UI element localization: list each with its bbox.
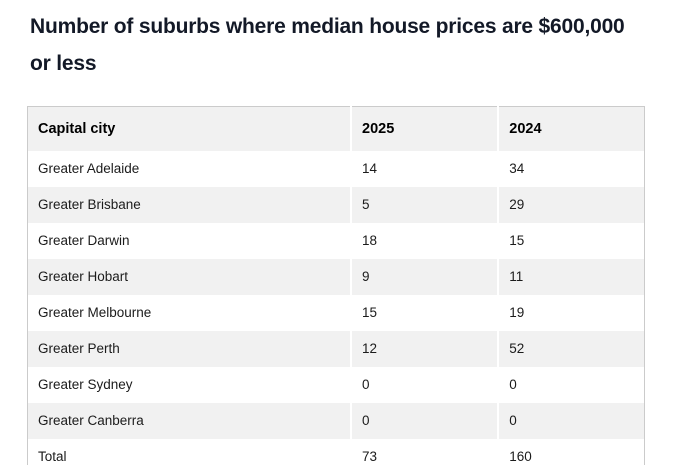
table-container: Capital city 2025 2024 Greater Adelaide 1… — [27, 106, 647, 465]
value-cell: 29 — [497, 187, 645, 223]
value-cell: 19 — [497, 295, 645, 331]
value-cell: 11 — [497, 259, 645, 295]
table-row: Greater Canberra 0 0 — [27, 403, 645, 439]
table-header-row: Capital city 2025 2024 — [27, 106, 645, 151]
row-label-cell: Greater Canberra — [38, 413, 144, 428]
value-cell: 18 — [350, 223, 499, 259]
value-cell: 5 — [350, 187, 499, 223]
table-body: Greater Adelaide 14 34 Greater Brisbane 5 29 G… — [27, 151, 645, 465]
suburbs-data-table: Capital city 2025 2024 Greater Adelaide 1… — [27, 106, 645, 465]
table-row: Total 73 160 — [27, 439, 645, 465]
table-row: Greater Brisbane 5 29 — [27, 187, 645, 223]
column-header-capital-city: Capital city — [27, 106, 352, 151]
row-label-cell: Greater Darwin — [38, 233, 130, 248]
table-row: Greater Melbourne 15 19 — [27, 295, 645, 331]
value-cell: 0 — [350, 367, 499, 403]
table-row: Greater Perth 12 52 — [27, 331, 645, 367]
value-cell: 0 — [497, 367, 645, 403]
table-row: Greater Sydney 0 0 — [27, 367, 645, 403]
table-row: Greater Hobart 9 11 — [27, 259, 645, 295]
value-cell: 160 — [497, 439, 645, 465]
value-cell: 52 — [497, 331, 645, 367]
value-cell: 73 — [350, 439, 499, 465]
table-header: Capital city 2025 2024 — [27, 106, 645, 151]
row-label-cell: Greater Hobart — [38, 269, 129, 284]
value-cell: 15 — [497, 223, 645, 259]
value-cell: 0 — [497, 403, 645, 439]
row-label-cell: Greater Melbourne — [38, 305, 152, 320]
row-label-cell: Greater Sydney — [38, 377, 133, 392]
column-header-2025: 2025 — [350, 106, 499, 151]
row-label-cell: Greater Perth — [38, 341, 120, 356]
row-label-cell: Total — [38, 449, 67, 464]
row-label-cell: Greater Brisbane — [38, 197, 141, 212]
value-cell: 15 — [350, 295, 499, 331]
column-header-2024: 2024 — [497, 106, 645, 151]
row-label-cell: Greater Adelaide — [38, 161, 140, 176]
value-cell: 0 — [350, 403, 499, 439]
table-row: Greater Darwin 18 15 — [27, 223, 645, 259]
value-cell: 12 — [350, 331, 499, 367]
value-cell: 34 — [497, 151, 645, 187]
value-cell: 9 — [350, 259, 499, 295]
page-title: Number of suburbs where median house pri… — [30, 15, 625, 75]
value-cell: 14 — [350, 151, 499, 187]
table-row: Greater Adelaide 14 34 — [27, 151, 645, 187]
